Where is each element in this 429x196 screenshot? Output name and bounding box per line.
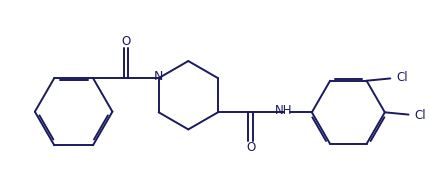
Text: N: N [154, 70, 163, 83]
Text: O: O [121, 35, 130, 48]
Text: O: O [246, 141, 255, 154]
Text: Cl: Cl [414, 109, 426, 122]
Text: Cl: Cl [396, 71, 408, 84]
Text: NH: NH [275, 104, 292, 117]
